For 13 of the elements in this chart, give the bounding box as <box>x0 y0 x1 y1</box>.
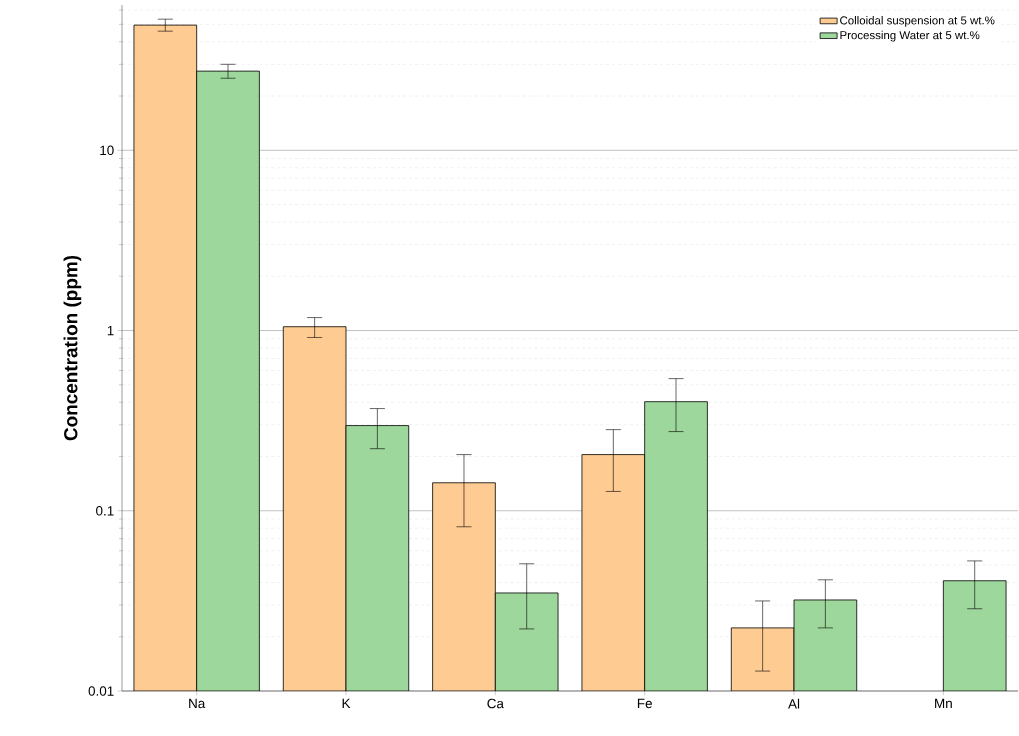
y-tick-label: 1 <box>107 325 114 336</box>
y-axis-title: Concentration (ppm) <box>63 255 82 441</box>
legend-label: Processing Water at 5 wt.% <box>840 30 980 42</box>
x-tick-label: Fe <box>637 698 652 709</box>
y-tick-label: 10 <box>100 145 114 156</box>
x-tick-label: Ca <box>487 698 504 709</box>
x-tick-label: Al <box>788 698 800 709</box>
y-tick-label: 0.01 <box>88 686 114 696</box>
legend-label: Colloidal suspension at 5 wt.% <box>840 16 995 27</box>
x-tick-label: Mn <box>935 698 952 709</box>
x-tick-label: K <box>342 698 351 709</box>
y-tick-label: 0.1 <box>96 506 114 516</box>
x-tick-label: Na <box>189 698 206 709</box>
